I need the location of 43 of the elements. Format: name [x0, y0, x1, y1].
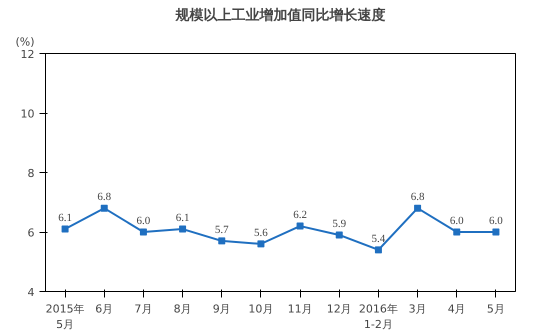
point — [336, 231, 343, 238]
point — [100, 204, 108, 212]
x-tick-label: 5月 — [486, 302, 505, 316]
point — [492, 228, 500, 236]
data-label: 6.0 — [450, 215, 464, 227]
x-tick-label: 9月 — [212, 302, 231, 316]
y-tick-label: 10 — [20, 108, 35, 120]
y-tick-label: 4 — [28, 286, 34, 299]
x-tick-label: 10月 — [248, 302, 274, 316]
data-label: 6.0 — [489, 215, 504, 227]
data-label: 5.7 — [214, 224, 230, 236]
x-tick-label: 12月 — [326, 302, 352, 316]
y-tick-label: 8 — [28, 167, 34, 180]
data-label: 6.8 — [97, 191, 112, 204]
data-label: 5.9 — [332, 218, 347, 230]
x-tick-label: 11月 — [288, 302, 313, 316]
x-tick-label: 6月 — [95, 302, 114, 316]
x-tick-label: 4月 — [448, 302, 466, 316]
x-tick-label: 2016年 1-2月 — [358, 302, 398, 332]
point — [257, 240, 264, 248]
data-label: 6.0 — [136, 215, 151, 227]
chart-title: 规模以上工业增加值同比增长速度 — [174, 6, 386, 24]
point — [453, 228, 460, 236]
x-tick-label: 3月 — [408, 302, 427, 316]
data-label: 6.1 — [58, 212, 72, 224]
data-label: 6.2 — [293, 209, 307, 222]
point — [62, 226, 69, 233]
y-axis-title: (%) — [16, 36, 35, 48]
point — [140, 228, 147, 236]
x-tick-label: 7月 — [134, 302, 152, 316]
y-tick-label: 12 — [20, 48, 35, 61]
data-label: 6.8 — [410, 191, 425, 204]
data-label: 6.1 — [176, 212, 190, 224]
point — [374, 246, 382, 254]
data-label: 5.4 — [372, 232, 386, 245]
point — [414, 204, 422, 212]
y-tick-label: 6 — [28, 226, 34, 240]
point — [296, 222, 304, 230]
point — [179, 226, 186, 233]
x-tick-label: 2015年 5月 — [46, 302, 85, 332]
point — [218, 237, 226, 244]
data-label: 5.6 — [254, 226, 268, 239]
x-tick-label: 8月 — [174, 302, 192, 316]
